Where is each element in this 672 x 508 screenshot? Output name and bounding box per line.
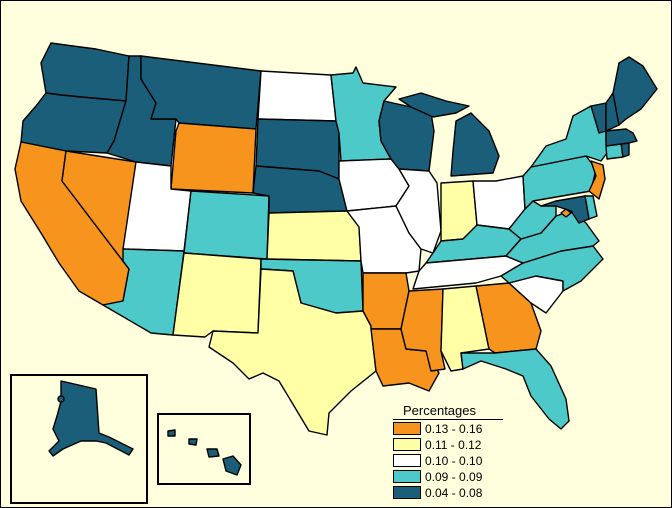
legend-swatch — [393, 422, 421, 435]
legend-swatch — [393, 486, 421, 499]
state-HI-maui[interactable] — [206, 448, 220, 458]
state-KS[interactable] — [266, 210, 362, 262]
legend-item: 0.11 - 0.12 — [393, 437, 513, 452]
state-AK[interactable] — [48, 380, 134, 457]
state-RI[interactable] — [620, 142, 630, 158]
legend-label: 0.10 - 0.10 — [425, 453, 483, 468]
state-NM[interactable] — [172, 252, 262, 338]
legend-swatch — [393, 470, 421, 483]
alaska-inset-frame — [10, 374, 148, 504]
state-MT[interactable] — [140, 55, 262, 130]
state-ND[interactable] — [257, 70, 337, 122]
legend: Percentages 0.13 - 0.16 0.11 - 0.12 0.10 -… — [393, 403, 513, 500]
legend-swatch — [393, 454, 421, 467]
legend-item: 0.13 - 0.16 — [393, 421, 513, 436]
legend-label: 0.11 - 0.12 — [425, 437, 482, 452]
state-NJ[interactable] — [588, 160, 606, 200]
legend-label: 0.09 - 0.09 — [425, 469, 483, 484]
state-TX[interactable] — [208, 268, 377, 436]
legend-item: 0.10 - 0.10 — [393, 453, 513, 468]
hawaii-inset-frame — [157, 413, 251, 485]
state-MI[interactable] — [450, 112, 500, 177]
state-IL[interactable] — [395, 168, 442, 254]
state-MD[interactable] — [540, 195, 590, 224]
state-OR[interactable] — [20, 92, 127, 154]
legend-item: 0.09 - 0.09 — [393, 469, 513, 484]
state-AK-island[interactable] — [57, 395, 65, 403]
state-DC[interactable] — [560, 208, 572, 218]
state-WY[interactable] — [170, 122, 257, 194]
legend-label: 0.13 - 0.16 — [425, 421, 483, 436]
state-HI-kauai[interactable] — [167, 429, 176, 437]
state-HI-big-island[interactable] — [222, 455, 242, 476]
legend-title: Percentages — [393, 403, 503, 420]
state-HI-oahu[interactable] — [188, 438, 198, 446]
state-CO[interactable] — [183, 190, 270, 260]
state-MI-upper[interactable] — [398, 92, 470, 118]
state-FL[interactable] — [460, 348, 570, 430]
legend-item: 0.04 - 0.08 — [393, 485, 513, 500]
state-ME[interactable] — [612, 56, 658, 126]
legend-swatch — [393, 438, 421, 451]
state-MA[interactable] — [605, 128, 638, 147]
state-WA[interactable] — [40, 42, 130, 102]
legend-label: 0.04 - 0.08 — [425, 485, 483, 500]
